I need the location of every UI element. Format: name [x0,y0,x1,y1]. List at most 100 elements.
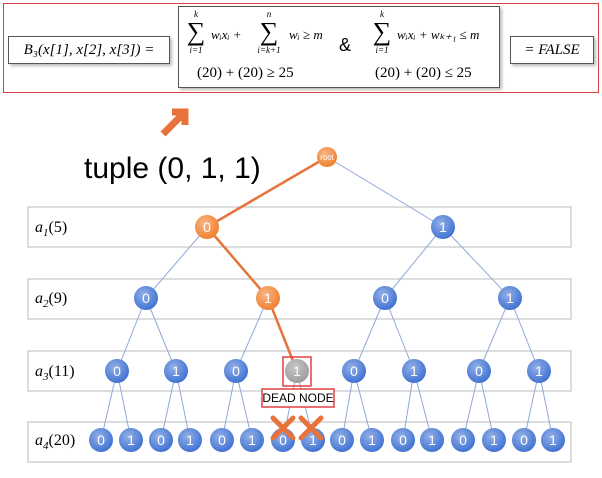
edges: a1(5)a2(9)a3(11)a4(20) [27,155,572,463]
node-label: 0 [475,363,483,379]
level-label: a3(11) [35,363,75,383]
node-label: 1 [410,363,418,379]
level-name: a [35,432,43,449]
edge [442,226,511,299]
edge [206,226,269,299]
edge [478,297,511,372]
level-name: a [35,219,43,236]
level-weight: (11) [49,363,75,380]
node-shine [119,428,143,452]
node-label: 0 [459,432,467,448]
edge [509,297,540,372]
edge [266,297,299,372]
dead-frame [282,356,312,387]
node-label: 0 [142,290,150,306]
sum-term: wᵢxᵢ + [211,27,242,42]
node-label: 1 [172,363,180,379]
node-label: 1 [127,432,135,448]
b3-label: B₃(x[1], x[2], x[3]) = [8,36,170,64]
node-label: 1 [186,432,194,448]
node-shine [541,428,565,452]
node-label: 1 [428,432,436,448]
level-sub: 3 [42,371,49,383]
level-name: a [35,363,43,380]
node-label: 0 [279,432,287,448]
node-shine [467,359,491,383]
level-weight: (5) [49,219,68,236]
level-weight: (9) [49,290,68,307]
node-label: 0 [97,432,105,448]
sum: n ∑ i=k+1 [251,9,287,55]
node-label: 0 [218,432,226,448]
sum-term: wᵢxᵢ + wₖ₊₁ ≤ m [397,27,480,42]
node-shine [105,359,129,383]
sum-term: wᵢ ≥ m [289,27,323,42]
node-shine [373,286,397,310]
node-shine [498,286,522,310]
node-label: 0 [399,432,407,448]
node-label: 0 [520,432,528,448]
node-label: 0 [338,432,346,448]
edge [206,155,328,229]
edge [145,226,208,299]
node-shine [431,215,455,239]
level-sub: 1 [43,227,49,239]
node-label: 0 [203,219,211,235]
tuple-label: tuple (0, 1, 1) [84,152,261,185]
node-label: 1 [368,432,376,448]
edge [384,226,444,299]
node-shine [360,428,384,452]
edge [384,297,415,372]
edge [145,297,177,372]
sum-upper: k [380,9,384,19]
node-label: root [320,153,335,162]
node-shine [89,428,113,452]
sum-upper: n [266,9,272,19]
level-row [27,206,572,248]
edge [326,156,444,228]
node-shine [134,286,158,310]
node-label: 1 [293,363,301,379]
sum-upper: k [194,9,198,19]
node-shine [149,428,173,452]
node-shine [451,428,475,452]
result: = FALSE [510,36,594,64]
node-label: 1 [535,363,543,379]
node-label: 1 [248,432,256,448]
node-label: 1 [439,219,447,235]
node-label: 0 [157,432,165,448]
node-shine [240,428,264,452]
node-label: 0 [232,363,240,379]
check: (20) + (20) ≤ 25 [375,65,472,81]
node-label: 0 [113,363,121,379]
level-name: a [35,290,43,307]
sum-lower: i=k+1 [257,45,281,55]
level-label: a1(5) [35,219,67,239]
node-shine [527,359,551,383]
node-label: 0 [350,363,358,379]
node-shine [256,286,280,310]
node-label: 1 [506,290,514,306]
node-label: 1 [264,290,272,306]
node-label: 0 [381,290,389,306]
and-sign: & [339,35,352,55]
node-shine [420,428,444,452]
node-label: 1 [490,432,498,448]
node-shine [512,428,536,452]
node-shine [195,215,219,239]
dead-label: DEAD NODE [262,391,333,405]
check: (20) + (20) ≥ 25 [197,65,294,81]
node-shine [342,359,366,383]
arrow [160,108,189,137]
cross [298,415,324,441]
node-shine [330,428,354,452]
level-label: a4(20) [35,432,75,452]
edge [116,297,147,372]
edge [235,297,269,372]
node-shine [285,359,309,383]
sum-lower: i=1 [189,45,203,55]
node-shine [178,428,202,452]
level-row [27,421,572,463]
